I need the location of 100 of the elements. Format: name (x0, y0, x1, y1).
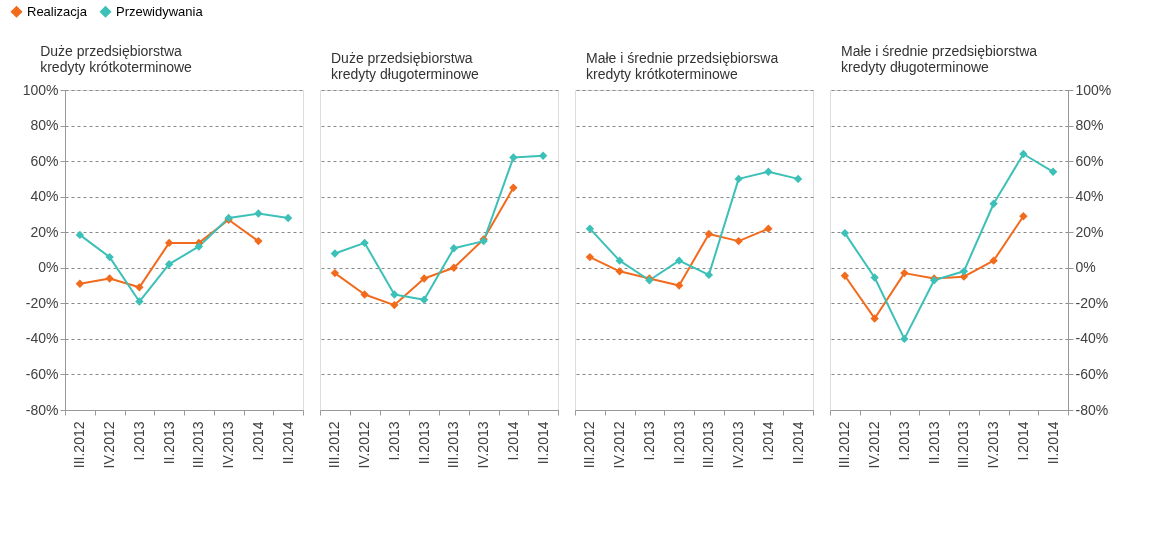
point (615, 256, 624, 265)
point (840, 271, 850, 280)
point (734, 174, 743, 184)
legend-label: Realizacja (27, 3, 88, 19)
x-tick-label: III.2013 (445, 421, 462, 469)
x-tick-label: I.2013 (385, 421, 402, 461)
point (900, 334, 909, 344)
point (585, 252, 595, 262)
point (793, 174, 803, 184)
x-tick-label: I.2014 (759, 421, 776, 461)
x-tick-label: IV.2012 (356, 421, 373, 469)
legend-label: Przewidywania (116, 3, 204, 19)
point (135, 283, 144, 292)
x-tick-label: I.2014 (1014, 421, 1031, 461)
point (615, 267, 624, 276)
x-tick-label: IV.2013 (730, 421, 747, 469)
x-tick-label: II.2013 (160, 421, 177, 465)
y-tick-label: -80% (25, 401, 59, 418)
x-tick-label: II.2013 (415, 421, 432, 465)
point (704, 229, 714, 239)
y-tick-label: -60% (25, 365, 59, 382)
point (135, 297, 144, 306)
point (449, 244, 459, 253)
point (1048, 167, 1058, 176)
chart-title: Duże przedsiębiorstwa kredyty krótkoterminowe (40, 43, 193, 75)
x-tick-label: III.2012 (581, 421, 598, 469)
y-tick-label: 100% (22, 81, 59, 98)
x-tick-label: IV.2013 (985, 421, 1002, 469)
x-tick-label: I.2014 (504, 421, 521, 461)
point (989, 256, 998, 265)
point (989, 199, 998, 208)
chart-title: Małe i średnie przedsiębiorstwa kredyty długoterminowe (841, 43, 1038, 75)
point (1019, 149, 1028, 159)
point (330, 268, 340, 278)
y-tick-label: -40% (1075, 330, 1109, 347)
x-tick-label: IV.2013 (475, 421, 492, 469)
y-tick-label: -40% (25, 330, 59, 347)
x-tick-label: IV.2012 (611, 421, 628, 469)
x-tick-label: II.2013 (670, 421, 687, 465)
y-tick-label: 100% (1075, 81, 1112, 98)
point (254, 209, 263, 218)
x-tick-label: I.2013 (130, 421, 147, 461)
point (734, 236, 743, 246)
x-tick-label: I.2013 (895, 421, 912, 461)
point (840, 228, 850, 238)
x-tick-label: IV.2012 (866, 421, 883, 469)
point (870, 314, 879, 323)
point (674, 256, 684, 265)
x-tick-label: III.2013 (700, 421, 717, 469)
point (254, 236, 263, 246)
chart-title: Małe i średnie przedsiębiorswa kredyty krótkoterminowe (586, 50, 779, 82)
x-tick-label: III.2012 (836, 421, 853, 469)
y-tick-label: 80% (1075, 117, 1104, 134)
y-tick-label: -20% (1075, 294, 1109, 311)
y-tick-label: 20% (1075, 223, 1104, 240)
point (509, 183, 518, 192)
point (704, 270, 714, 280)
point (959, 267, 969, 276)
x-tick-label: II.2014 (1044, 421, 1061, 465)
point (870, 273, 879, 282)
y-tick-label: 40% (30, 188, 59, 205)
point (164, 260, 174, 269)
point (538, 151, 548, 160)
x-tick-label: III.2012 (326, 421, 343, 469)
point (360, 238, 369, 248)
point (419, 274, 429, 283)
y-tick-label: 20% (30, 223, 59, 240)
point (194, 242, 204, 251)
y-tick-label: 0% (1075, 259, 1096, 276)
y-tick-label: 80% (30, 117, 59, 134)
point (449, 263, 459, 272)
point (330, 249, 340, 258)
x-tick-label: IV.2012 (101, 421, 118, 469)
x-tick-label: III.2012 (71, 421, 88, 469)
x-tick-label: II.2014 (534, 421, 551, 465)
x-tick-label: I.2014 (249, 421, 266, 461)
x-tick-label: I.2013 (640, 421, 657, 461)
x-tick-label: III.2013 (190, 421, 207, 469)
y-tick-label: -20% (25, 294, 59, 311)
y-tick-label: 40% (1075, 188, 1104, 205)
x-tick-label: III.2013 (955, 421, 972, 469)
x-tick-label: II.2014 (279, 421, 296, 465)
point (419, 295, 429, 304)
x-tick-label: IV.2013 (220, 421, 237, 469)
y-tick-label: 60% (1075, 152, 1104, 169)
x-tick-label: II.2014 (789, 421, 806, 465)
point (509, 153, 518, 162)
point (764, 167, 773, 176)
point (164, 238, 174, 248)
y-tick-label: 0% (38, 259, 59, 276)
point (1019, 212, 1028, 221)
point (585, 224, 595, 233)
point (75, 279, 85, 288)
point (105, 252, 114, 262)
point (390, 300, 399, 310)
y-tick-label: 60% (30, 152, 59, 169)
y-tick-label: -80% (1075, 401, 1109, 418)
point (764, 224, 773, 233)
point (75, 230, 85, 240)
point (674, 281, 684, 290)
